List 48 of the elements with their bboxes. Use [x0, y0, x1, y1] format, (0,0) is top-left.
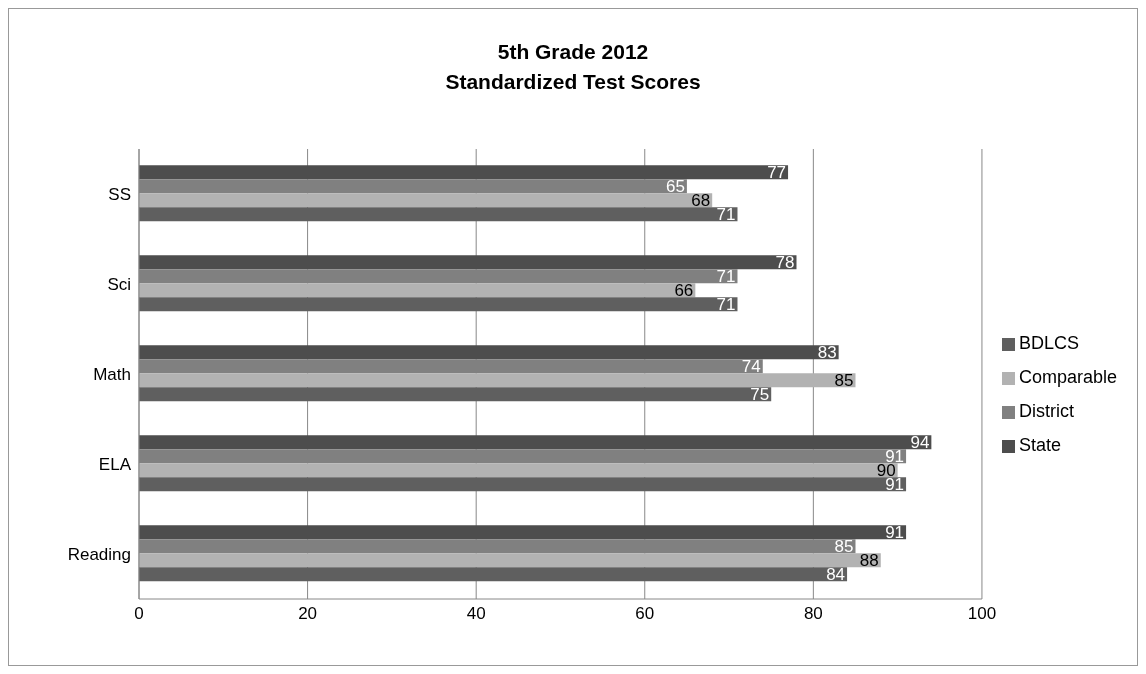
bar [139, 525, 907, 540]
legend-label: District [1018, 401, 1074, 421]
bar [139, 193, 713, 208]
data-label: 75 [750, 385, 770, 405]
x-tick-label: 0 [134, 604, 144, 624]
chart-title: 5th Grade 2012 Standardized Test Scores [444, 39, 702, 95]
bar [139, 207, 738, 222]
y-tick-label: Math [93, 365, 131, 385]
data-label: 88 [859, 551, 879, 571]
x-tick-label: 40 [466, 604, 486, 624]
bar [139, 387, 772, 402]
bar [139, 297, 738, 312]
y-tick-label: Sci [107, 275, 131, 295]
data-label: 65 [665, 177, 685, 197]
x-tick-label: 60 [635, 604, 655, 624]
x-tick-label: 80 [803, 604, 823, 624]
bar [139, 553, 881, 568]
bar [139, 567, 848, 582]
y-tick-label: SS [108, 185, 131, 205]
data-label: 85 [834, 371, 854, 391]
legend-label: Comparable [1018, 367, 1117, 387]
data-label: 71 [716, 267, 736, 287]
data-label: 83 [817, 343, 837, 363]
bar [139, 373, 856, 388]
y-tick-label: ELA [98, 455, 132, 475]
legend-label: BDLCS [1018, 333, 1079, 353]
data-label: 71 [716, 205, 736, 225]
data-label: 68 [691, 191, 711, 211]
data-label: 78 [775, 253, 795, 273]
data-label: 66 [674, 281, 694, 301]
bar [139, 165, 789, 180]
data-label: 94 [910, 433, 930, 453]
data-label: 85 [834, 537, 854, 557]
bar [139, 463, 898, 478]
data-label: 77 [767, 163, 787, 183]
bar [139, 345, 839, 360]
data-label: 74 [741, 357, 761, 377]
bar [139, 255, 797, 270]
y-tick-label: Reading [67, 545, 131, 565]
bar [139, 283, 696, 298]
data-label: 91 [885, 523, 905, 543]
x-tick-label: 20 [298, 604, 318, 624]
bar [139, 477, 907, 492]
data-label: 84 [826, 565, 846, 585]
data-label: 71 [716, 295, 736, 315]
x-tick-label: 100 [967, 604, 997, 624]
bar [139, 435, 932, 450]
legend-label: State [1018, 435, 1061, 455]
